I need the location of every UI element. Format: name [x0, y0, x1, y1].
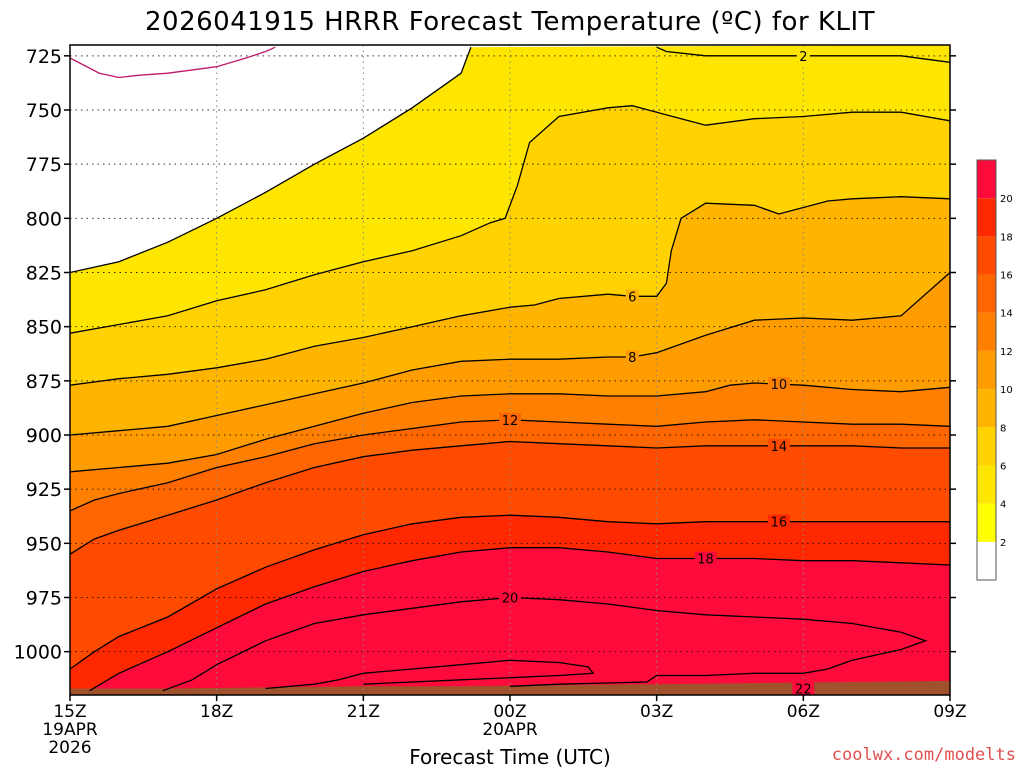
x-tick-label-21Z: 21Z [347, 702, 380, 722]
contour-line-2 [656, 46, 950, 63]
x-tick-label-15Z: 15Z [53, 702, 86, 722]
colorbar-swatch-2 [977, 465, 996, 504]
y-tick-label-775: 775 [26, 154, 62, 176]
contour-line-6 [70, 196, 950, 386]
contour-label-12: 12 [502, 414, 519, 429]
colorbar-label-6: 6 [1000, 461, 1006, 472]
fill-band-20 [162, 597, 926, 695]
contour-label-bg-10 [767, 377, 790, 392]
y-tick-label-875: 875 [26, 371, 62, 393]
x-tick-label-18Z: 18Z [200, 702, 233, 722]
contour-line-10 [70, 382, 950, 473]
contour-label-bg-2 [796, 48, 810, 63]
contour-line-8 [70, 272, 950, 436]
chart-title: 2026041915 HRRR Forecast Temperature (ºC… [145, 7, 875, 37]
colorbar-frame [976, 159, 997, 581]
y-tick-label-925: 925 [26, 479, 62, 501]
contour-label-6: 6 [628, 290, 636, 305]
ground-layer [70, 680, 950, 695]
contour-line-16 [70, 514, 950, 670]
contour-label-14: 14 [771, 440, 788, 455]
x-tick-date-15Z: 19APR [42, 720, 98, 740]
contour-line-14 [70, 440, 950, 555]
y-tick-label-1000: 1000 [14, 642, 62, 664]
colorbar: 2 4 6 8 10 12 14 16 18 20 [976, 159, 1013, 581]
contour-line-0 [70, 46, 276, 79]
contour-label-bg-20 [499, 590, 521, 605]
contour-label-20: 20 [502, 592, 519, 607]
contour-label-bg-12 [499, 412, 521, 427]
contour-label-18: 18 [697, 553, 714, 568]
contour-line-4 [70, 105, 950, 334]
colorbar-label-14: 14 [1000, 309, 1013, 320]
colorbar-swatch-9 [977, 198, 996, 237]
contour-label-bg-18 [694, 551, 717, 566]
contour-label-8: 8 [628, 351, 636, 366]
contour-label-2: 2 [799, 50, 807, 65]
contour-label-bg-14 [767, 438, 790, 453]
contour-label-bg-8 [625, 350, 639, 364]
contour-line-2 [70, 46, 472, 274]
colorbar-swatch-3 [977, 427, 996, 466]
y-axis: 725 750 775 800 825 850 875 900 925 950 975 1000 [14, 46, 956, 664]
colorbar-swatch-10 [977, 160, 996, 199]
y-tick-label-825: 825 [26, 263, 62, 285]
contour-lines [70, 46, 950, 692]
colorbar-label-12: 12 [1000, 347, 1013, 358]
ground-fill [70, 680, 950, 695]
x-axis-label: Forecast Time (UTC) [409, 745, 611, 768]
colorbar-label-20: 20 [1000, 194, 1013, 205]
x-tick-date-00Z: 20APR [482, 720, 538, 740]
colorbar-label-8: 8 [1000, 423, 1006, 434]
colorbar-label-2: 2 [1000, 538, 1006, 549]
y-tick-label-800: 800 [26, 208, 62, 230]
colorbar-label-18: 18 [1000, 232, 1013, 243]
x-tick-year-15Z: 2026 [48, 738, 91, 758]
y-tick-label-750: 750 [26, 100, 62, 122]
x-tick-label-03Z: 03Z [640, 702, 673, 722]
credit-text: coolwx.com/modelts [832, 745, 1016, 765]
colorbar-swatch-8 [977, 236, 996, 275]
colorbar-swatch-7 [977, 274, 996, 313]
y-tick-label-975: 975 [26, 588, 62, 610]
colorbar-swatch-4 [977, 389, 996, 428]
contour-label-10: 10 [771, 378, 788, 393]
contour-label-22: 22 [795, 683, 812, 698]
colorbar-label-10: 10 [1000, 385, 1013, 396]
colorbar-swatch-0 [977, 541, 996, 580]
y-tick-label-900: 900 [26, 425, 62, 447]
colorbar-swatch-6 [977, 312, 996, 351]
colorbar-swatch-1 [977, 503, 996, 542]
contour-label-bg-16 [767, 514, 790, 529]
colorbar-label-4: 4 [1000, 500, 1006, 511]
contour-line-20 [162, 596, 928, 692]
contour-line-18 [89, 547, 950, 692]
x-tick-label-06Z: 06Z [787, 702, 820, 722]
colorbar-label-16: 16 [1000, 271, 1013, 282]
y-tick-label-725: 725 [26, 46, 62, 68]
x-tick-label-00Z: 00Z [493, 702, 526, 722]
x-tick-label-09Z: 09Z [933, 702, 966, 722]
contour-label-bg-6 [625, 289, 639, 304]
contour-line-22 [265, 659, 595, 690]
contour-line-12 [70, 419, 950, 512]
contour-label-bg-22 [792, 681, 815, 696]
y-tick-label-850: 850 [26, 317, 62, 339]
y-tick-label-950: 950 [26, 533, 62, 555]
contour-labels: 2 6 8 10 12 14 16 18 20 22 [499, 48, 815, 698]
contour-label-16: 16 [771, 516, 788, 531]
colorbar-swatch-5 [977, 350, 996, 390]
fill-band-22 [265, 660, 594, 695]
